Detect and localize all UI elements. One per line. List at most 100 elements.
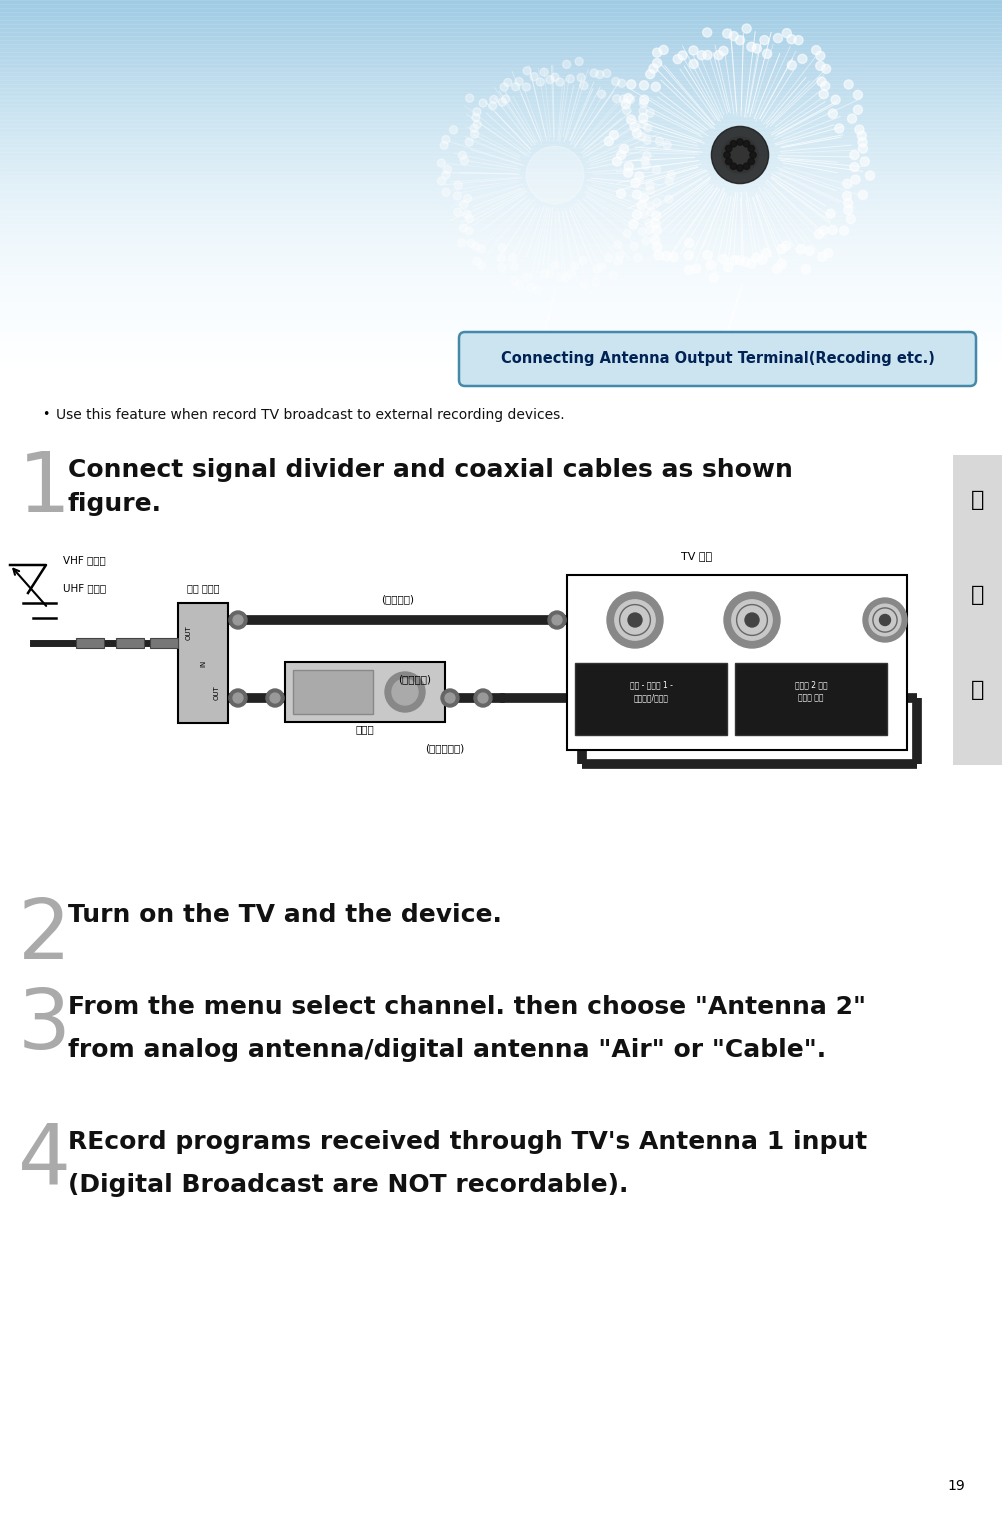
Circle shape xyxy=(664,177,672,185)
Circle shape xyxy=(718,255,727,264)
Circle shape xyxy=(570,262,578,270)
Circle shape xyxy=(645,180,653,189)
Circle shape xyxy=(623,162,632,171)
Circle shape xyxy=(556,274,564,282)
Circle shape xyxy=(811,45,820,55)
Circle shape xyxy=(463,211,471,218)
Circle shape xyxy=(819,89,828,98)
Circle shape xyxy=(547,611,565,629)
Circle shape xyxy=(604,136,613,145)
Circle shape xyxy=(857,138,867,147)
Circle shape xyxy=(522,67,531,74)
Circle shape xyxy=(797,55,807,64)
Circle shape xyxy=(828,226,837,235)
Circle shape xyxy=(501,95,509,103)
Circle shape xyxy=(550,73,558,82)
Circle shape xyxy=(510,262,518,271)
Circle shape xyxy=(843,206,852,215)
Circle shape xyxy=(645,226,653,233)
Text: Turn on the TV and the device.: Turn on the TV and the device. xyxy=(68,903,501,927)
Circle shape xyxy=(228,611,246,629)
Circle shape xyxy=(638,100,646,108)
Circle shape xyxy=(458,152,466,159)
Circle shape xyxy=(454,182,462,189)
Circle shape xyxy=(645,109,653,117)
Circle shape xyxy=(453,208,461,217)
Circle shape xyxy=(385,673,425,712)
Text: 디지털 전용: 디지털 전용 xyxy=(798,692,823,701)
Circle shape xyxy=(879,615,890,626)
Circle shape xyxy=(576,74,584,82)
Circle shape xyxy=(515,77,523,85)
Bar xyxy=(285,662,445,723)
Circle shape xyxy=(640,156,648,165)
Circle shape xyxy=(858,191,867,200)
Circle shape xyxy=(470,130,478,138)
Circle shape xyxy=(722,262,732,271)
Circle shape xyxy=(555,77,563,86)
Text: from analog antenna/digital antenna "Air" or "Cable".: from analog antenna/digital antenna "Air… xyxy=(68,1038,826,1062)
Circle shape xyxy=(721,136,758,173)
Circle shape xyxy=(465,138,473,145)
Circle shape xyxy=(801,265,810,274)
Text: REcord programs received through TV's Antenna 1 input: REcord programs received through TV's An… xyxy=(68,1130,867,1154)
Circle shape xyxy=(702,250,711,259)
Circle shape xyxy=(661,251,670,261)
Circle shape xyxy=(805,247,814,256)
Circle shape xyxy=(648,64,657,73)
Circle shape xyxy=(708,273,717,282)
Circle shape xyxy=(639,211,647,218)
Circle shape xyxy=(232,615,242,626)
Circle shape xyxy=(781,241,790,250)
Circle shape xyxy=(440,141,448,150)
Circle shape xyxy=(441,689,459,708)
Circle shape xyxy=(860,158,869,167)
Circle shape xyxy=(702,50,711,59)
Circle shape xyxy=(613,241,621,248)
Circle shape xyxy=(664,195,672,203)
Text: IN: IN xyxy=(199,659,205,667)
Circle shape xyxy=(853,105,862,114)
Circle shape xyxy=(736,165,742,171)
Circle shape xyxy=(526,283,535,291)
Bar xyxy=(574,664,726,735)
Circle shape xyxy=(729,164,736,170)
Circle shape xyxy=(641,162,649,170)
Text: (일반방송): (일반방송) xyxy=(398,674,431,683)
Circle shape xyxy=(578,256,586,265)
Circle shape xyxy=(850,176,859,185)
Text: OUT: OUT xyxy=(213,686,219,700)
Circle shape xyxy=(465,215,473,223)
Circle shape xyxy=(471,242,479,250)
Circle shape xyxy=(467,239,475,247)
Circle shape xyxy=(777,244,786,253)
Circle shape xyxy=(843,198,852,208)
Circle shape xyxy=(473,258,481,265)
Circle shape xyxy=(532,286,540,294)
Circle shape xyxy=(853,91,862,100)
Circle shape xyxy=(642,152,650,159)
Circle shape xyxy=(653,251,662,261)
Circle shape xyxy=(508,255,516,262)
Circle shape xyxy=(814,230,823,239)
Circle shape xyxy=(839,226,848,235)
Circle shape xyxy=(734,36,743,45)
Circle shape xyxy=(623,168,632,177)
Circle shape xyxy=(650,220,659,229)
Circle shape xyxy=(729,141,736,147)
Circle shape xyxy=(591,277,599,286)
Circle shape xyxy=(545,270,553,277)
Circle shape xyxy=(498,98,506,106)
Circle shape xyxy=(652,59,661,68)
Text: (Digital Broadcast are NOT recordable).: (Digital Broadcast are NOT recordable). xyxy=(68,1173,627,1197)
Text: TV 뒷면: TV 뒷면 xyxy=(680,551,711,561)
Circle shape xyxy=(826,209,835,218)
Circle shape xyxy=(652,165,660,174)
Circle shape xyxy=(849,150,858,159)
Circle shape xyxy=(688,45,697,55)
Circle shape xyxy=(498,244,506,251)
Circle shape xyxy=(650,82,659,91)
Circle shape xyxy=(457,239,465,247)
Circle shape xyxy=(821,64,830,73)
Circle shape xyxy=(612,95,620,103)
